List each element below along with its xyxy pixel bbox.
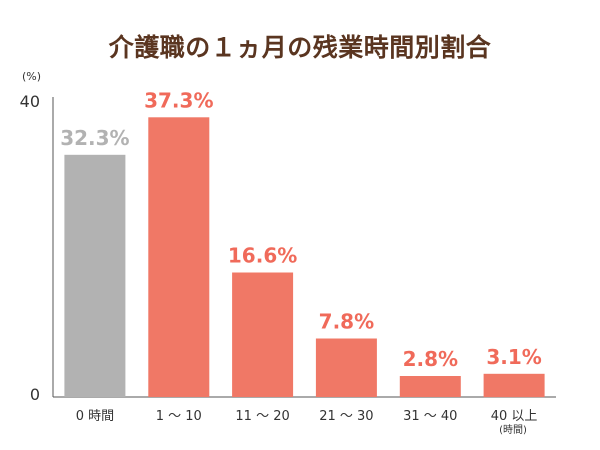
chart-title: 介護職の１ヵ月の残業時間別割合 bbox=[108, 33, 492, 62]
data-label-0: 32.3% bbox=[60, 126, 129, 150]
y-tick-0: 0 bbox=[30, 385, 40, 404]
x-tick-label-5: 40 以上 bbox=[491, 409, 538, 424]
bar-4 bbox=[399, 376, 461, 397]
x-tick-label-2: 11 ～ 20 bbox=[235, 409, 289, 424]
bar-2 bbox=[232, 272, 294, 397]
x-tick-label-4: 31 ～ 40 bbox=[403, 409, 457, 424]
bar-0 bbox=[64, 154, 126, 397]
x-tick-label-0: 0 時間 bbox=[76, 409, 114, 424]
data-label-3: 7.8% bbox=[319, 310, 374, 334]
bar-3 bbox=[315, 338, 377, 397]
data-label-5: 3.1% bbox=[486, 345, 541, 369]
data-label-4: 2.8% bbox=[403, 347, 458, 371]
data-label-2: 16.6% bbox=[228, 244, 297, 268]
data-label-1: 37.3% bbox=[144, 88, 213, 112]
bar-1 bbox=[148, 117, 210, 398]
x-tick-label-1: 1 ～ 10 bbox=[156, 409, 202, 424]
unit-label: (%) bbox=[22, 70, 41, 83]
bar-5 bbox=[483, 373, 545, 398]
category-unit-note: (時間) bbox=[499, 424, 527, 436]
y-tick-40: 40 bbox=[20, 92, 40, 111]
x-tick-label-3: 21 ～ 30 bbox=[319, 409, 373, 424]
